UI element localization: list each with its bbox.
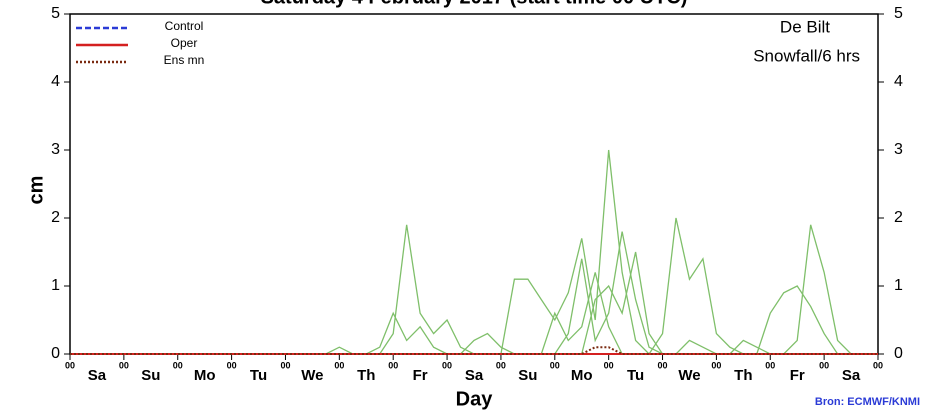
day-label: We <box>678 367 700 384</box>
day-label: Sa <box>88 367 107 384</box>
series-line <box>70 224 878 355</box>
y-tick-label: 1 <box>51 277 60 294</box>
day-label: Tu <box>250 367 267 384</box>
day-label: Mo <box>194 367 216 384</box>
y-tick-label: 3 <box>51 141 60 158</box>
day-label: Fr <box>413 367 428 384</box>
x-tick-label: 00 <box>442 360 452 370</box>
source: Bron: ECMWF/KNMI <box>815 396 920 408</box>
subtitle: Snowfall/6 hrs <box>753 46 860 65</box>
day-label: Fr <box>790 367 805 384</box>
y-tick-label: 5 <box>51 5 60 22</box>
day-label: Th <box>357 367 375 384</box>
series-line <box>70 224 878 355</box>
legend-label: Ens mn <box>164 53 205 67</box>
x-axis-title: Day <box>456 388 494 410</box>
y2-tick-label: 5 <box>894 5 903 22</box>
x-tick-label: 00 <box>496 360 506 370</box>
x-tick-label: 00 <box>280 360 290 370</box>
x-tick-label: 00 <box>819 360 829 370</box>
day-label: Th <box>734 367 752 384</box>
day-label: Tu <box>627 367 644 384</box>
day-label: Sa <box>465 367 484 384</box>
y-tick-label: 0 <box>51 345 60 362</box>
y2-tick-label: 0 <box>894 345 903 362</box>
y-axis-title: cm <box>25 176 47 205</box>
x-tick-label: 00 <box>173 360 183 370</box>
x-tick-label: 00 <box>388 360 398 370</box>
legend-label: Control <box>165 19 204 33</box>
x-tick-label: 00 <box>658 360 668 370</box>
x-tick-label: 00 <box>765 360 775 370</box>
series-line <box>70 251 878 355</box>
y-tick-label: 2 <box>51 209 60 226</box>
day-label: Su <box>518 367 537 384</box>
x-tick-label: 00 <box>334 360 344 370</box>
series-line <box>70 231 878 355</box>
x-tick-label: 00 <box>711 360 721 370</box>
x-tick-label: 00 <box>227 360 237 370</box>
x-tick-label: 00 <box>65 360 75 370</box>
day-label: We <box>301 367 323 384</box>
y2-tick-label: 2 <box>894 209 903 226</box>
chart-title: Saturday 4 February 2017 (start time 00 … <box>261 0 688 8</box>
series-line <box>70 285 878 355</box>
legend-label: Oper <box>171 36 198 50</box>
series-line <box>70 272 878 355</box>
day-label: Su <box>141 367 160 384</box>
series-line <box>70 217 878 355</box>
y2-tick-label: 1 <box>894 277 903 294</box>
y-tick-label: 4 <box>51 73 60 90</box>
location: De Bilt <box>780 17 830 36</box>
day-label: Mo <box>571 367 593 384</box>
x-tick-label: 00 <box>550 360 560 370</box>
y2-tick-label: 3 <box>894 141 903 158</box>
series-line <box>70 149 878 355</box>
x-tick-label: 00 <box>873 360 883 370</box>
x-tick-label: 00 <box>604 360 614 370</box>
series-line <box>70 346 878 355</box>
x-tick-label: 00 <box>119 360 129 370</box>
day-label: Sa <box>842 367 861 384</box>
y2-tick-label: 4 <box>894 73 903 90</box>
